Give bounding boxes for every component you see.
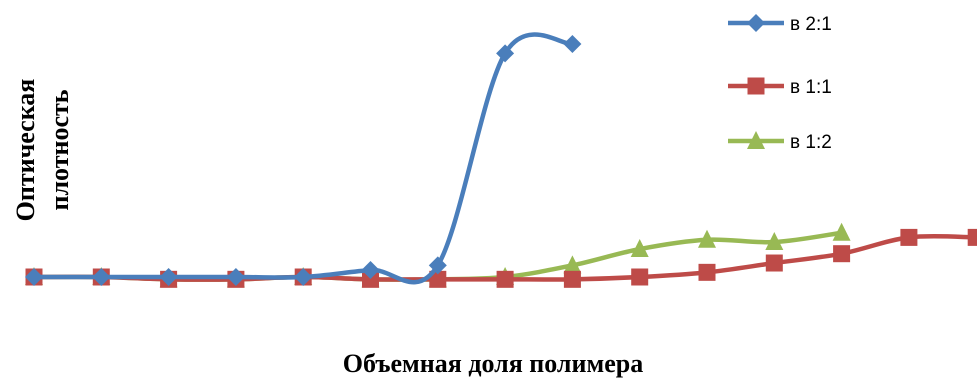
y-axis-label-line: Оптическая xyxy=(11,79,40,222)
y-axis-label: Оптическая плотность xyxy=(11,79,74,222)
data-point-square xyxy=(429,270,447,288)
legend-marker-square xyxy=(747,77,765,95)
data-point-diamond xyxy=(25,268,43,286)
data-point-triangle xyxy=(832,222,851,241)
legend-item: в 2:1 xyxy=(728,14,832,35)
data-point-diamond xyxy=(428,256,447,275)
series-line xyxy=(31,32,575,285)
legend-marker-diamond xyxy=(747,14,765,32)
x-axis-label: Объемная доля полимера xyxy=(343,349,643,378)
data-point-triangle xyxy=(698,229,716,248)
data-point-diamond xyxy=(361,261,380,280)
legend-label: в 1:2 xyxy=(790,132,832,153)
data-point-diamond xyxy=(159,268,178,286)
data-point-square xyxy=(496,270,514,288)
data-point-square xyxy=(563,270,581,288)
y-axis-label-line: плотность xyxy=(45,89,74,210)
legend-label: в 1:1 xyxy=(790,77,832,98)
data-point-square xyxy=(967,228,977,246)
plot-area xyxy=(25,32,977,288)
series-1 xyxy=(25,32,582,286)
legend: в 2:1 в 1:1 в 1:2 xyxy=(728,14,832,153)
legend-item: в 1:1 xyxy=(728,77,832,98)
data-point-square xyxy=(900,228,918,246)
legend-marker-triangle xyxy=(747,131,765,149)
data-point-square xyxy=(362,270,379,288)
data-point-diamond xyxy=(226,268,245,286)
data-point-square xyxy=(765,254,783,272)
data-point-square xyxy=(698,263,716,281)
data-point-diamond xyxy=(92,268,111,286)
data-point-triangle xyxy=(765,232,784,251)
data-point-diamond xyxy=(496,44,515,63)
data-point-triangle xyxy=(630,239,649,258)
data-point-square xyxy=(833,245,851,263)
data-point-diamond xyxy=(563,35,582,53)
legend-label: в 2:1 xyxy=(790,14,832,35)
data-point-square xyxy=(631,268,649,286)
data-point-triangle xyxy=(563,255,582,274)
data-point-diamond xyxy=(294,268,313,286)
legend-item: в 1:2 xyxy=(728,131,832,153)
